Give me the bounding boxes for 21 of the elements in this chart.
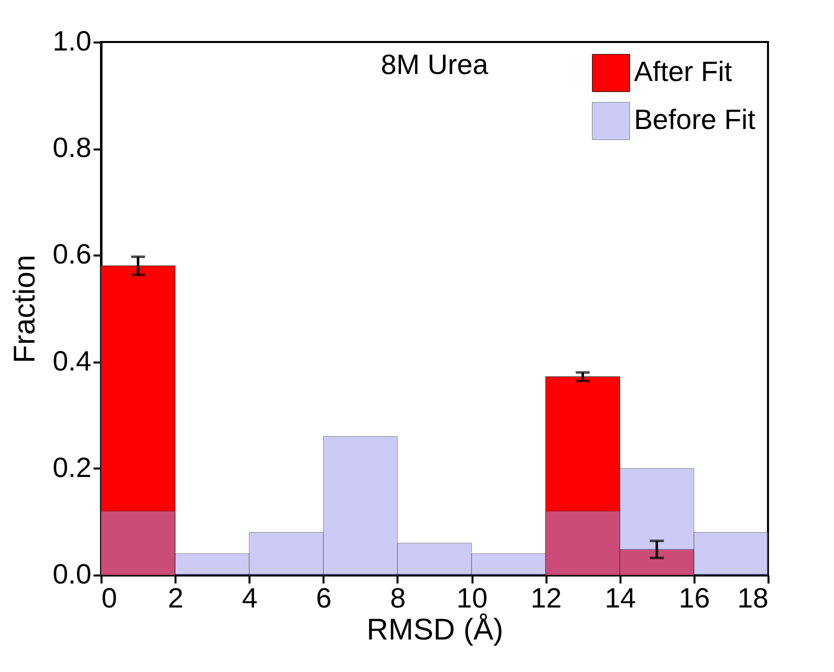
x-tick-label: 2 [168, 582, 184, 614]
x-tick-label: 10 [456, 582, 488, 614]
legend-label: Before Fit [634, 104, 756, 135]
y-tick-label: 0.8 [52, 132, 92, 164]
x-tick-label: 16 [678, 582, 710, 614]
chart-title: 8M Urea [380, 49, 489, 80]
y-tick-label: 0.0 [52, 558, 92, 590]
x-tick-label: 0 [102, 582, 118, 614]
y-tick-label: 0.2 [52, 452, 92, 483]
x-tick-label: 6 [316, 582, 332, 614]
x-tick-label: 14 [604, 582, 636, 614]
y-axis-title: Fraction [8, 254, 42, 364]
x-tick-label: 12 [530, 582, 562, 614]
y-tick-label: 0.6 [52, 238, 92, 270]
x-tick-label: 18 [737, 582, 768, 614]
x-tick-label: 4 [242, 582, 258, 614]
x-tick-label: 8 [390, 582, 406, 614]
y-tick-label: 0.4 [52, 345, 92, 376]
x-axis-title: RMSD (Å) [366, 612, 504, 646]
legend-label: After Fit [634, 56, 732, 87]
y-tick-label: 1.0 [52, 26, 92, 56]
